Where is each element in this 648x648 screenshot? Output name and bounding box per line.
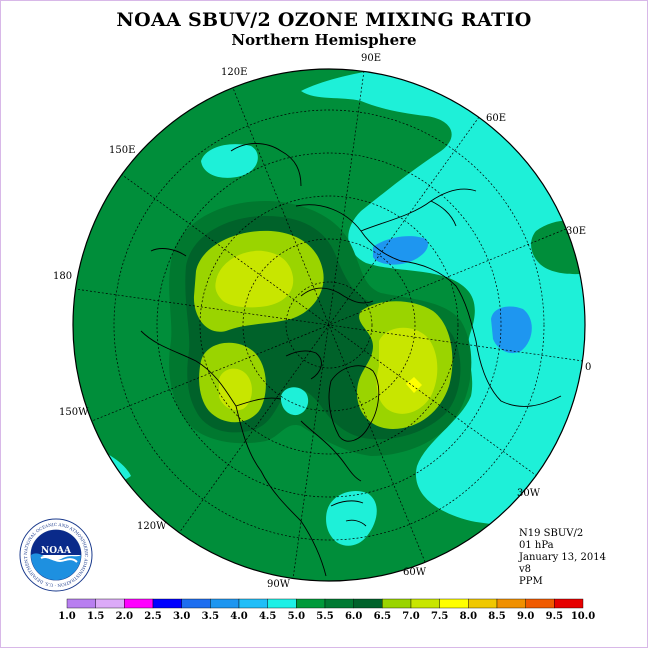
meridian-60w-120e (232, 87, 426, 563)
colorbar-tick-label: 9.5 (546, 611, 563, 622)
colorbar-tick-label: 10.0 (571, 611, 595, 622)
coastline-greenland (328, 365, 380, 442)
ozone-region-cyan-atlantic (326, 491, 377, 546)
colorbar-swatch (238, 598, 268, 609)
colorbar-swatch (181, 598, 211, 609)
lon-label-120e: 120E (221, 67, 247, 78)
ozone-region-yellow-max (406, 377, 422, 393)
colorbar-tick-label: 2.0 (116, 611, 133, 622)
page-title: NOAA SBUV/2 OZONE MIXING RATIO (116, 9, 532, 31)
page-subtitle: Northern Hemisphere (231, 31, 417, 49)
logo-text: NOAA (41, 546, 72, 556)
info-level: 01 hPa (519, 540, 554, 551)
meridian-30w-150e (120, 173, 538, 477)
colorbar-swatch (410, 598, 440, 609)
latitude-circle-80 (285, 281, 373, 369)
meridian-30e-150w (91, 228, 567, 422)
ozone-region-lime-east (376, 327, 438, 414)
lon-label-90e: 90E (361, 53, 381, 64)
colorbar-tick-label: 4.0 (230, 611, 247, 622)
lon-label-60e: 60E (486, 113, 506, 124)
info-units: PPM (519, 576, 543, 587)
colorbar-tick-label: 5.5 (316, 611, 333, 622)
info-version: v8 (519, 564, 532, 575)
lon-label-30w: 30W (517, 488, 541, 499)
globe-outline (72, 68, 586, 582)
coastline-north-america (140, 330, 362, 577)
colorbar-tick-label: 2.5 (144, 611, 161, 622)
lon-label-30e: 30E (566, 226, 586, 237)
colorbar-swatch (439, 598, 469, 609)
coastline-asia-pacific (150, 143, 302, 257)
lon-label-90w: 90W (267, 579, 291, 590)
noaa-logo: NOAA NATIONAL OCEANIC AND ATMOSPHERIC AD… (19, 518, 93, 592)
colorbar: 1.0 1.5 2.0 2.5 3.0 3.5 4.0 4.5 5.0 5.5 6.0 6.5 7.0 7… (58, 598, 595, 622)
lon-label-0: 0 (585, 362, 591, 373)
colorbar-swatch (267, 598, 297, 609)
lon-label-150w: 150W (59, 407, 89, 418)
coastline-eurasia (295, 188, 562, 407)
coastlines (140, 143, 562, 577)
colorbar-swatch (554, 598, 584, 609)
colorbar-tick-label: 1.0 (58, 611, 75, 622)
colorbar-swatch (210, 598, 240, 609)
coastline-caribbean (330, 500, 367, 527)
ozone-region-blue-north (373, 236, 429, 265)
colorbar-tick-label: 6.0 (345, 611, 362, 622)
colorbar-swatch (525, 598, 555, 609)
colorbar-swatch (296, 598, 326, 609)
ozone-region-cyan-hudson (280, 387, 309, 416)
colorbar-swatch (95, 598, 125, 609)
colorbar-swatch (66, 598, 96, 609)
colorbar-tick-label: 8.0 (460, 611, 477, 622)
graticule (74, 70, 584, 580)
colorbar-swatch (152, 598, 182, 609)
ozone-region-cyan-150e (201, 144, 258, 178)
colorbar-tick-label: 7.0 (402, 611, 419, 622)
colorbar-swatch (124, 598, 154, 609)
info-satellite: N19 SBUV/2 (519, 528, 584, 539)
colorbar-swatch (496, 598, 526, 609)
lon-label-60w: 60W (403, 567, 427, 578)
longitude-labels: 90E 60E 120E 150E 30E 180 0 150W 30W 120… (53, 53, 591, 590)
colorbar-tick-label: 3.5 (202, 611, 219, 622)
colorbar-swatch (382, 598, 412, 609)
colorbar-tick-label: 6.5 (374, 611, 391, 622)
latitude-circle-60 (199, 195, 459, 455)
colorbar-tick-label: 1.5 (87, 611, 104, 622)
colorbar-tick-label: 3.0 (173, 611, 190, 622)
colorbar-tick-label: 4.5 (259, 611, 276, 622)
colorbar-swatch (353, 598, 383, 609)
info-date: January 13, 2014 (519, 552, 606, 563)
lon-label-150e: 150E (109, 145, 135, 156)
colorbar-tick-label: 8.5 (488, 611, 505, 622)
colorbar-tick-label: 7.5 (431, 611, 448, 622)
colorbar-tick-label: 5.0 (288, 611, 305, 622)
lon-label-180: 180 (53, 271, 72, 282)
ozone-field (73, 69, 585, 581)
ozone-region-lime-north (215, 250, 294, 308)
colorbar-swatch (468, 598, 498, 609)
latitude-circle-50 (156, 152, 502, 498)
colorbar-tick-label: 9.0 (517, 611, 534, 622)
colorbar-swatch (324, 598, 354, 609)
ozone-region-lime-pacific (219, 368, 252, 411)
lon-label-120w: 120W (137, 521, 167, 532)
latitude-circle-70 (242, 238, 416, 412)
latitude-circle-40 (113, 109, 545, 541)
